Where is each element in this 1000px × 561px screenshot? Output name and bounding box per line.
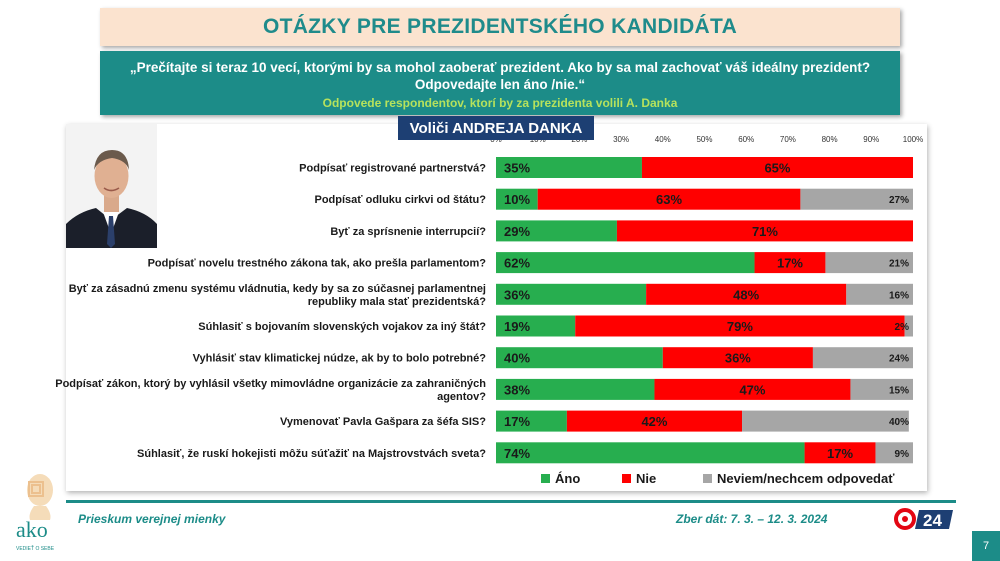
- footer-divider: [66, 500, 956, 503]
- x-tick-label: 60%: [738, 135, 754, 144]
- category-label: Súhlasiť s bojovaním slovenských vojakov…: [198, 321, 486, 333]
- legend-label: Neviem/nechcem odpovedať: [717, 471, 895, 486]
- bar-segment: [575, 315, 905, 337]
- category-label: Byť za sprísnenie interrupcií?: [330, 226, 486, 238]
- data-label: 16%: [889, 290, 909, 301]
- x-tick-label: 40%: [655, 135, 671, 144]
- bar-segment: [654, 378, 851, 400]
- bar-segment: [742, 410, 909, 432]
- brand-number: 24: [923, 511, 942, 530]
- bar-segment: [812, 347, 913, 369]
- category-label: Byť za zásadnú zmenu systému vládnutia, …: [69, 283, 486, 295]
- bar-segment: [496, 283, 647, 305]
- data-label: 38%: [504, 382, 530, 397]
- voter-group-label: Voliči ANDREJA DANKA: [398, 116, 594, 140]
- logo-text: ako: [16, 517, 48, 542]
- category-label: Vymenovať Pavla Gašpara za šéfa SIS?: [280, 416, 486, 428]
- page-title: OTÁZKY PRE PREZIDENTSKÉHO KANDIDÁTA: [262, 15, 738, 38]
- legend-swatch: [703, 474, 712, 483]
- logo-tagline: VEDIEŤ O SEBE: [16, 544, 55, 552]
- data-collection-date: Zber dát: 7. 3. – 12. 3. 2024: [676, 512, 828, 526]
- data-label: 74%: [504, 446, 530, 461]
- data-label: 36%: [725, 351, 751, 366]
- bar-segment: [566, 410, 743, 432]
- legend-swatch: [541, 474, 550, 483]
- category-label: Podpísať registrované partnerstvá?: [299, 163, 486, 175]
- survey-type-label: Prieskum verejnej mienky: [78, 512, 226, 526]
- bar-segment: [496, 157, 642, 178]
- category-label: Súhlasiť, že ruskí hokejisti môžu súťaži…: [137, 448, 486, 460]
- data-label: 10%: [504, 192, 530, 207]
- bar-segment: [616, 220, 913, 242]
- bar-segment: [496, 188, 538, 210]
- bar-segment: [646, 283, 847, 305]
- bar-segment: [825, 252, 913, 274]
- legend-swatch: [622, 474, 631, 483]
- data-label: 63%: [656, 192, 682, 207]
- data-label: 2%: [895, 322, 910, 333]
- data-label: 17%: [504, 414, 530, 429]
- category-label: Vyhlásiť stav klimatickej núdze, ak by t…: [193, 353, 487, 365]
- data-label: 29%: [504, 224, 530, 239]
- bar-segment: [875, 442, 913, 464]
- x-tick-label: 100%: [903, 135, 923, 144]
- data-label: 36%: [504, 287, 530, 302]
- data-label: 65%: [764, 161, 790, 176]
- x-tick-label: 80%: [822, 135, 838, 144]
- x-tick-label: 30%: [613, 135, 629, 144]
- data-label: 24%: [889, 354, 909, 365]
- bar-segment: [496, 220, 617, 242]
- data-label: 47%: [739, 382, 765, 397]
- bar-segment: [846, 283, 913, 305]
- category-label: Podpísať odluku cirkvi od štátu?: [314, 194, 486, 206]
- category-label: republiky mala stať prezidentská?: [308, 296, 487, 308]
- bar-segment: [496, 378, 655, 400]
- title-banner: OTÁZKY PRE PREZIDENTSKÉHO KANDIDÁTA: [100, 8, 900, 46]
- data-label: 40%: [504, 351, 530, 366]
- bar-segment: [754, 252, 826, 274]
- category-label: Podpísať zákon, ktorý by vyhlásil všetky…: [55, 378, 486, 390]
- data-label: 79%: [727, 319, 753, 334]
- bar-segment: [496, 410, 567, 432]
- legend-label: Áno: [555, 471, 580, 486]
- candidate-photo: [66, 124, 157, 248]
- data-label: 48%: [733, 287, 759, 302]
- survey-question: „Prečítajte si teraz 10 vecí, ktorými by…: [129, 60, 871, 92]
- data-label: 42%: [641, 414, 667, 429]
- data-label: 71%: [752, 224, 778, 239]
- data-label: 21%: [889, 259, 909, 270]
- bar-segment: [804, 442, 876, 464]
- page-number: 7: [972, 531, 1000, 561]
- x-tick-label: 50%: [696, 135, 712, 144]
- brand-24-logo-icon: 24: [894, 508, 953, 530]
- ako-logo-icon: ako VEDIEŤ O SEBE: [16, 474, 55, 552]
- data-label: 15%: [889, 385, 909, 396]
- respondent-subtitle: Odpovede respondentov, ktorí by za prezi…: [322, 96, 678, 110]
- legend-label: Nie: [636, 471, 656, 486]
- bar-segment: [496, 442, 805, 464]
- category-label: Podpísať novelu trestného zákona tak, ak…: [148, 258, 487, 270]
- x-tick-label: 70%: [780, 135, 796, 144]
- data-label: 17%: [827, 446, 853, 461]
- data-label: 27%: [889, 195, 909, 206]
- bar-segment: [496, 315, 576, 337]
- data-label: 9%: [895, 449, 910, 460]
- bar-segment: [662, 347, 813, 369]
- bar-segment: [496, 347, 663, 369]
- bar-segment: [641, 157, 913, 178]
- bar-segment: [800, 188, 913, 210]
- bar-segment: [904, 315, 913, 337]
- x-tick-label: 90%: [863, 135, 879, 144]
- bar-segment: [537, 188, 801, 210]
- category-label: agentov?: [437, 391, 486, 403]
- data-label: 19%: [504, 319, 530, 334]
- bar-segment: [850, 378, 913, 400]
- data-label: 40%: [889, 417, 909, 428]
- data-label: 62%: [504, 256, 530, 271]
- data-label: 17%: [777, 256, 803, 271]
- bar-segment: [496, 252, 755, 274]
- question-banner: „Prečítajte si teraz 10 vecí, ktorými by…: [100, 51, 900, 115]
- data-label: 35%: [504, 161, 530, 176]
